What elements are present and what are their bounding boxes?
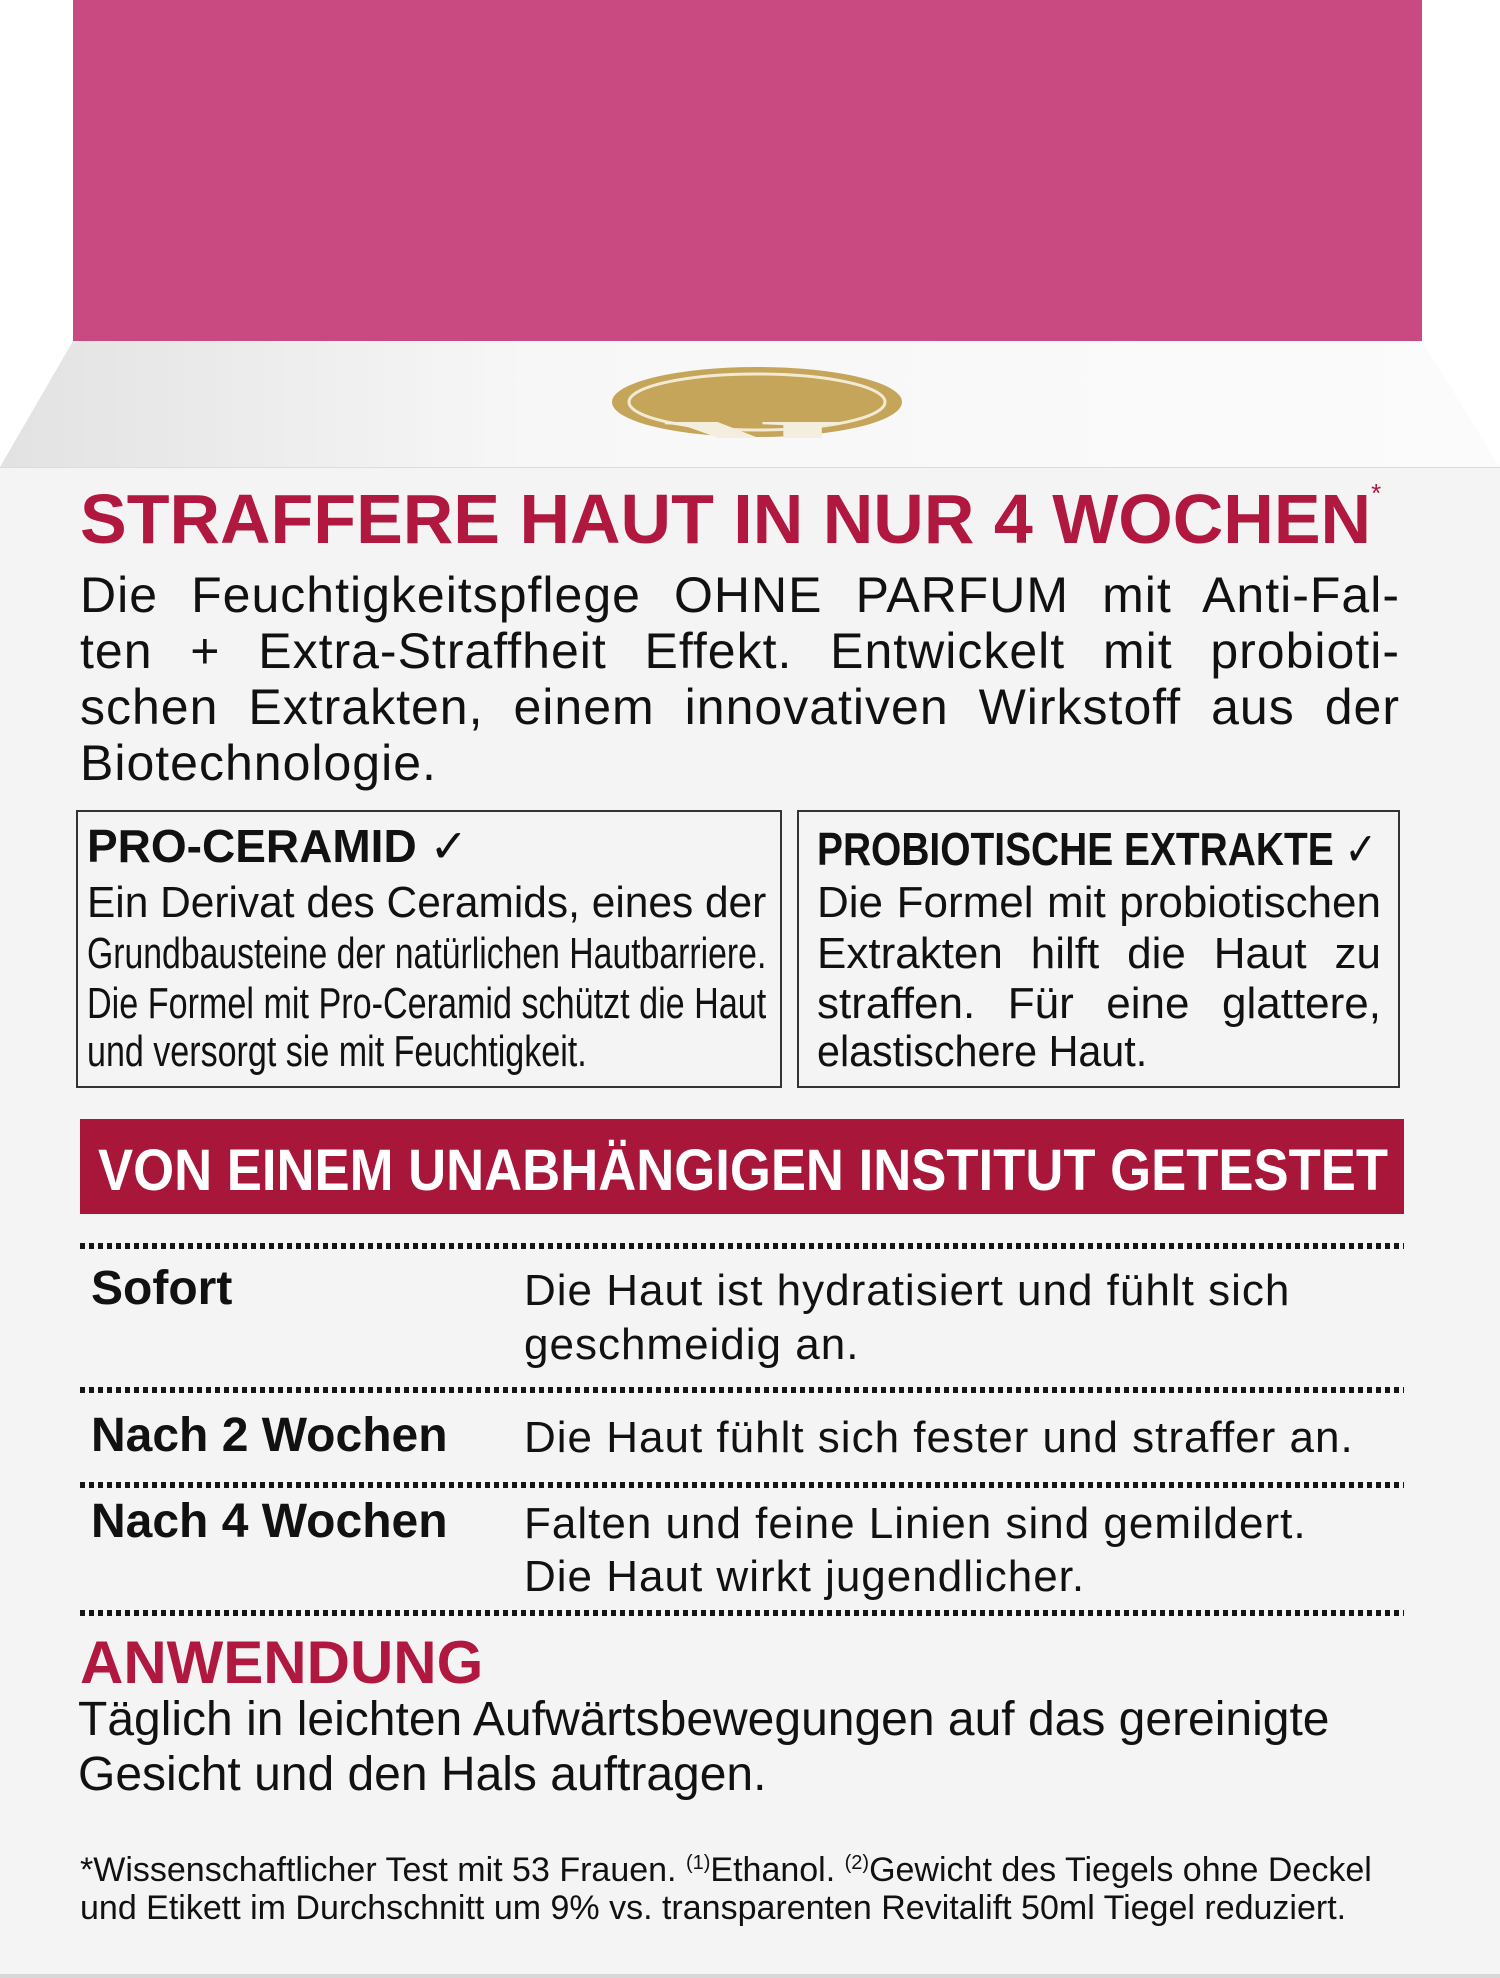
result-text: Falten und feine Linien sind gemildert. [524,1499,1307,1548]
asterisk-mark: * [1371,478,1382,508]
result-text: Die Haut ist hydratisiert und fühlt sich [524,1266,1291,1315]
dotted-divider [80,1243,1404,1249]
intro-line: Biotechnologie. [80,735,437,791]
check-icon: ✓ [1344,823,1378,875]
info-panel [0,467,1500,1975]
result-text: Die Haut wirkt jugendlicher. [524,1552,1086,1601]
footnote-line: *Wissenschaftlicher Test mit 53 Frauen. … [80,1851,1372,1889]
feature-line: elastischere Haut. [817,1027,1148,1076]
feature-line: Die Formel mit Pro-Ceramid schützt die H… [87,979,767,1028]
result-text: geschmeidig an. [524,1320,860,1369]
check-icon: ✓ [429,820,468,872]
panel-bottom-edge [0,1974,1500,1978]
result-label: Nach 2 Wochen [91,1409,448,1462]
tested-banner [80,1119,1404,1214]
feature-title: PROBIOTISCHE EXTRAKTE ✓ [817,823,1378,875]
usage-text: Gesicht und den Hals auftragen. [78,1748,767,1801]
dotted-divider [80,1482,1404,1488]
usage-text: Täglich in leichten Aufwärtsbewegungen a… [78,1693,1330,1746]
intro-line: Die Feuchtigkeitspflege OHNE PARFUM mit … [80,567,1400,623]
intro-line: ten + Extra-Straffheit Effekt. Entwickel… [80,623,1400,679]
feature-line: Die Formel mit probiotischen [817,878,1381,927]
feature-title: PRO-CERAMID ✓ [87,820,468,872]
feature-line: und versorgt sie mit Feuchtigkeit. [87,1027,587,1076]
result-label: Nach 4 Wochen [91,1495,448,1548]
feature-line: Ein Derivat des Ceramids, eines der [87,878,767,927]
top-color-band [73,0,1422,341]
brand-seal-logo: R [612,367,902,438]
intro-line: schen Extrakten, einem innovativen Wirks… [80,679,1400,735]
headline: STRAFFERE HAUT IN NUR 4 WOCHEN* [80,478,1382,558]
banner-text: VON EINEM UNABHÄNGIGEN INSTITUT GETESTET [98,1138,1389,1203]
svg-text:R: R [664,408,847,438]
dotted-divider [80,1387,1404,1393]
feature-line: straffen. Für eine glattere, [817,979,1381,1028]
dotted-divider [80,1610,1404,1616]
result-text: Die Haut fühlt sich fester und straffer … [524,1413,1354,1462]
feature-line: Extrakten hilft die Haut zu [817,929,1381,978]
footnote-line: und Etikett im Durchschnitt um 9% vs. tr… [80,1889,1347,1927]
result-label: Sofort [91,1262,233,1315]
feature-box-pro-ceramid [76,810,782,1088]
usage-title: ANWENDUNG [80,1629,484,1696]
feature-line: Grundbausteine der natürlichen Hautbarri… [87,929,767,978]
feature-box-probiotische-extrakte [797,810,1400,1088]
